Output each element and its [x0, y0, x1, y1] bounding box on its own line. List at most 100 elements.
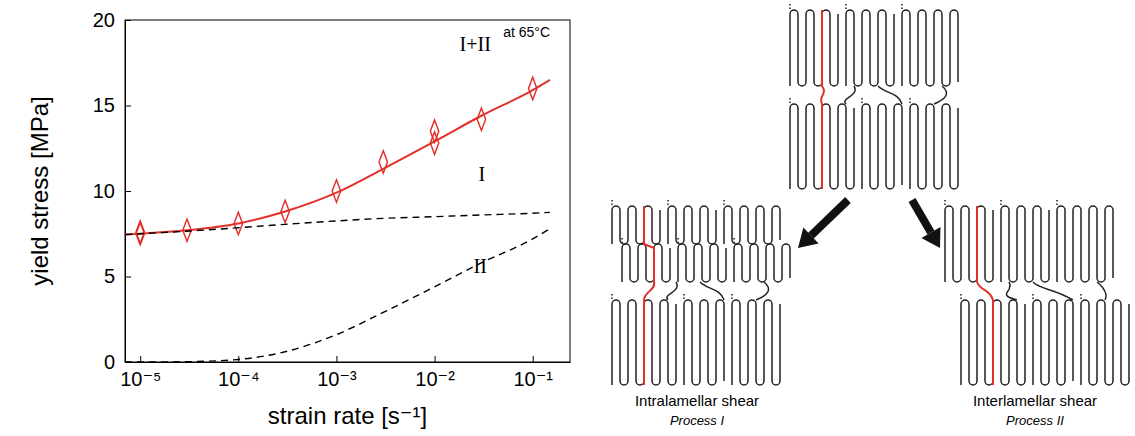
- y-tick: 10: [93, 180, 131, 202]
- lamella-fold: [790, 10, 838, 86]
- chain-continuation: [901, 3, 903, 9]
- x-tick-label: 10⁻³: [317, 368, 357, 390]
- x-tick-mark: [140, 356, 141, 362]
- chain-continuation: [683, 293, 685, 299]
- chain-continuation: [677, 237, 679, 243]
- tracked-chain: [977, 206, 993, 385]
- x-tick-mark: [435, 356, 436, 362]
- panel-title: Interlamellar shear: [973, 392, 1097, 409]
- x-tick-mark: [336, 356, 337, 362]
- y-tick-label: 15: [93, 94, 115, 116]
- tie-chain: [845, 86, 855, 104]
- y-tick-mark: [125, 191, 131, 192]
- annotation: at 65°C: [503, 24, 550, 40]
- tie-chain: [934, 86, 947, 104]
- lamella-fold: [734, 244, 790, 282]
- arrow-shaft: [811, 200, 848, 236]
- chain-continuation: [789, 97, 791, 103]
- chain-continuation: [611, 293, 613, 299]
- panel-subtitle: Process II: [1006, 413, 1064, 428]
- y-tick-mark: [125, 20, 131, 21]
- lamella-fold: [668, 206, 716, 244]
- plot-frame: [125, 20, 570, 362]
- x-tick-label: 10⁻⁴: [218, 368, 259, 390]
- tie-chain: [1006, 282, 1017, 300]
- lamella-fold: [846, 10, 894, 86]
- data-line: [125, 80, 550, 235]
- y-axis-title: yield stress [MPa]: [26, 96, 53, 285]
- panel-title: Intralamellar shear: [635, 392, 759, 409]
- data-line: [125, 229, 550, 362]
- y-tick-label: 5: [104, 265, 115, 287]
- chain-continuation: [1080, 293, 1082, 299]
- data-point: [477, 108, 485, 130]
- tie-chain: [878, 86, 902, 104]
- lamella-fold: [945, 206, 993, 282]
- x-tick-label: 10⁻²: [415, 368, 455, 390]
- x-tick-label: 10⁻⁵: [120, 368, 161, 390]
- annotation: I+II: [460, 33, 491, 55]
- tie-chain: [756, 282, 769, 300]
- x-tick: 10⁻²: [415, 356, 455, 390]
- chain-continuation: [723, 199, 725, 205]
- tie-chain: [1097, 282, 1106, 300]
- arrow-head: [798, 228, 819, 248]
- y-tick-label: 20: [93, 9, 115, 31]
- lamellae-schematic: [945, 199, 1129, 385]
- lamellae-schematic: [790, 3, 958, 189]
- x-tick: 10⁻³: [317, 356, 357, 390]
- plot-marks: [125, 77, 550, 362]
- lamella-fold: [1081, 300, 1129, 385]
- tie-chain: [700, 282, 724, 300]
- y-tick-mark: [125, 277, 131, 278]
- tie-chain: [667, 282, 677, 300]
- tracked-chain: [644, 206, 654, 385]
- x-axis-title: strain rate [s⁻¹]: [268, 402, 427, 429]
- chain-continuation: [1056, 199, 1058, 205]
- x-tick: 10⁻⁵: [120, 356, 161, 390]
- chain-continuation: [1000, 199, 1002, 205]
- figure: 10⁻⁵ 10⁻⁴ 10⁻³ 10⁻² 10⁻¹ 0 5 10 15 20 strain rate …: [0, 0, 1135, 436]
- arrow-shaft: [912, 200, 931, 232]
- lamellae-schematic: [612, 199, 790, 385]
- lamella-fold: [724, 206, 780, 244]
- x-tick-label: 10⁻¹: [513, 368, 553, 390]
- y-tick-mark: [125, 362, 131, 363]
- lamella-fold: [622, 244, 670, 282]
- x-tick: 10⁻¹: [513, 356, 553, 390]
- annotation: II: [474, 255, 487, 277]
- y-tick-mark: [125, 106, 131, 107]
- lamella-fold: [862, 104, 902, 189]
- chain-continuation: [621, 237, 623, 243]
- lamella-fold: [684, 300, 724, 385]
- chain-continuation: [611, 199, 613, 205]
- chain-continuation: [861, 97, 863, 103]
- y-tick-label: 10: [93, 180, 115, 202]
- y-tick-label: 0: [104, 351, 115, 373]
- panel-subtitle: Process I: [670, 413, 725, 428]
- lamella-fold: [902, 10, 958, 86]
- lamella-fold: [910, 104, 958, 189]
- lamella-fold: [732, 300, 780, 385]
- x-axis-line: [126, 362, 571, 363]
- chain-continuation: [1032, 293, 1034, 299]
- lamella-fold: [1001, 206, 1049, 282]
- tracked-chain: [821, 10, 824, 189]
- annotation: I: [478, 163, 485, 185]
- lamella-fold: [612, 206, 660, 244]
- chain-continuation: [731, 293, 733, 299]
- lamella-fold: [1057, 206, 1113, 282]
- chain-continuation: [944, 199, 946, 205]
- y-tick: 5: [104, 265, 131, 287]
- chain-continuation: [667, 199, 669, 205]
- data-line: [125, 212, 550, 234]
- y-axis: 0 5 10 15 20: [93, 9, 131, 373]
- chain-continuation: [960, 293, 962, 299]
- chain-continuation: [909, 97, 911, 103]
- tie-chain: [1033, 282, 1073, 300]
- y-tick: 15: [93, 94, 131, 116]
- diagram: Intralamellar shear Process I Interlamella…: [612, 3, 1129, 428]
- lamella-fold: [678, 244, 726, 282]
- chain-continuation: [733, 237, 735, 243]
- chain-continuation: [789, 3, 791, 9]
